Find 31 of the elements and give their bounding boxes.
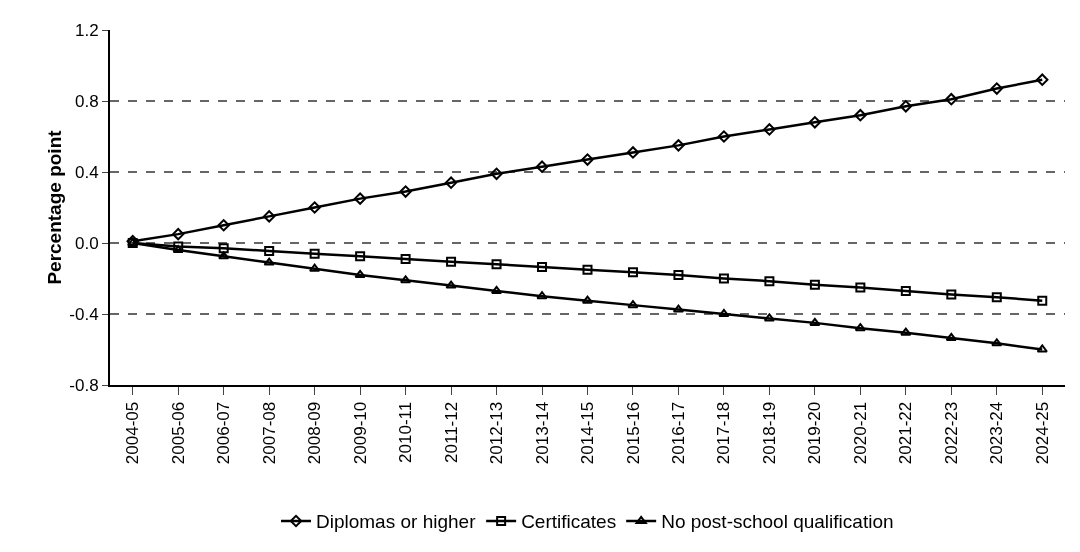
y-tick-label: -0.8 bbox=[69, 375, 99, 395]
x-tick-label: 2010-11 bbox=[396, 401, 416, 463]
x-tick-label: 2013-14 bbox=[532, 401, 552, 465]
x-tick-label: 2012-13 bbox=[487, 401, 507, 465]
x-tick-label: 2015-16 bbox=[623, 401, 643, 465]
y-tick-label: 0.4 bbox=[74, 162, 99, 182]
legend-label: Diplomas or higher bbox=[316, 511, 477, 533]
y-tick-label: -0.4 bbox=[69, 304, 99, 324]
legend-label: No post-school qualification bbox=[661, 511, 894, 533]
legend-label: Certificates bbox=[521, 511, 617, 533]
x-tick-label: 2019-20 bbox=[805, 401, 825, 465]
x-tick-label: 2006-07 bbox=[214, 401, 234, 465]
x-tick-label: 2007-08 bbox=[259, 401, 279, 465]
y-tick-label: 1.2 bbox=[74, 20, 99, 40]
x-tick-label: 2021-22 bbox=[896, 401, 916, 465]
x-tick-label: 2022-23 bbox=[941, 401, 961, 465]
x-tick-label: 2014-15 bbox=[578, 401, 598, 465]
x-tick-label: 2018-19 bbox=[759, 401, 779, 465]
y-tick-label: 0.8 bbox=[74, 91, 99, 111]
x-tick-label: 2005-06 bbox=[168, 401, 188, 465]
x-tick-label: 2011-12 bbox=[441, 401, 461, 463]
x-tick-label: 2009-10 bbox=[350, 401, 370, 465]
x-tick-label: 2020-21 bbox=[850, 401, 870, 465]
x-tick-label: 2016-17 bbox=[668, 401, 688, 465]
x-tick-label: 2024-25 bbox=[1032, 401, 1052, 465]
x-tick-label: 2008-09 bbox=[305, 401, 325, 465]
y-axis-title: Percentage point bbox=[44, 129, 65, 285]
x-tick-label: 2004-05 bbox=[123, 401, 143, 465]
y-tick-label: 0.0 bbox=[74, 233, 99, 253]
x-tick-label: 2023-24 bbox=[987, 401, 1007, 465]
x-tick-label: 2017-18 bbox=[714, 401, 734, 465]
